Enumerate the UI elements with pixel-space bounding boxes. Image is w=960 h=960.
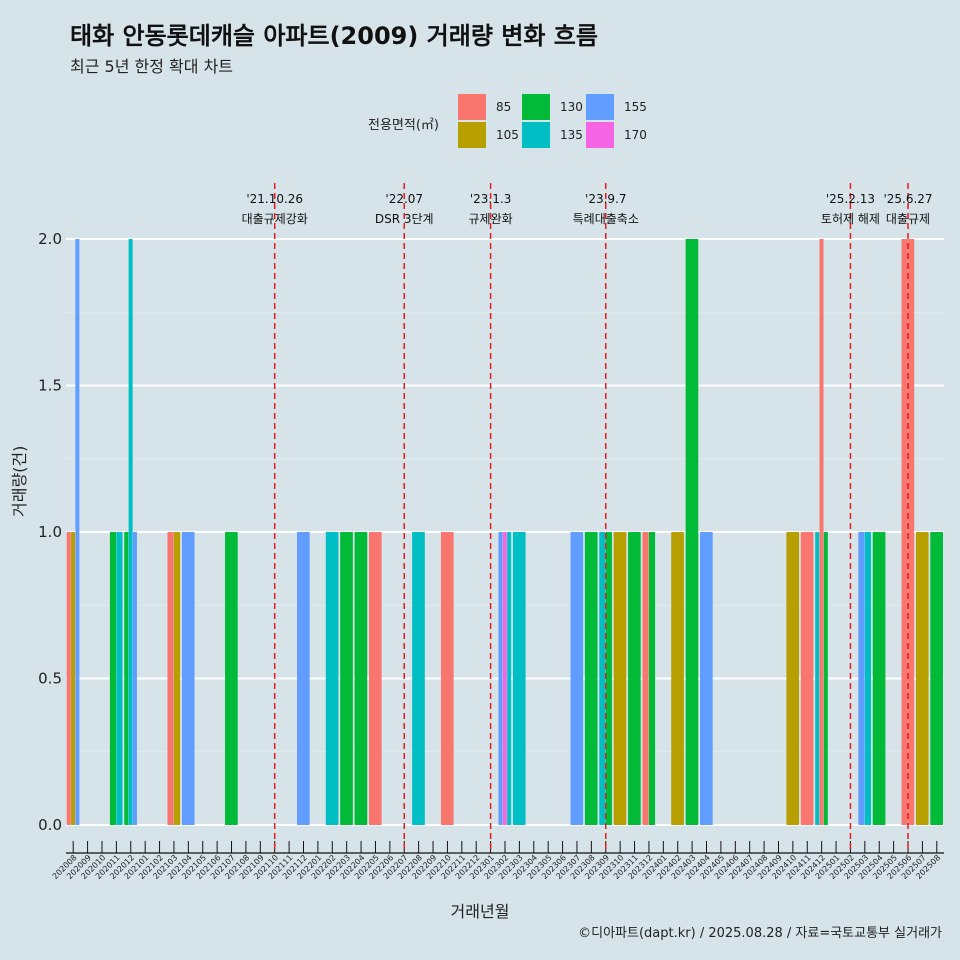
x-axis-label: 거래년월 [450, 902, 510, 921]
bar-202504-130 [872, 532, 886, 825]
bar-202008-85 [66, 532, 71, 825]
y-tick-label: 1.0 [38, 523, 62, 541]
bar-202011-130 [109, 532, 117, 825]
bar-202012-135 [128, 239, 133, 825]
legend-title: 전용면적(㎡) [368, 118, 439, 133]
bar-202412-135 [815, 532, 820, 825]
legend-label: 130 [560, 100, 583, 114]
bar-202205-85 [368, 532, 382, 825]
legend-label: 170 [624, 128, 647, 142]
legend-swatch [586, 122, 614, 148]
legend-swatch [586, 94, 614, 120]
legend-item-170: 170 [586, 122, 647, 148]
event-date-label: '21.10.26 [246, 192, 303, 206]
legend-swatch [458, 122, 486, 148]
bar-202012-130 [124, 532, 129, 825]
bar-202309-135 [599, 532, 606, 825]
bar-202402-105 [671, 532, 684, 825]
legend-swatch [522, 122, 550, 148]
y-tick-label: 0.5 [38, 670, 62, 688]
bar-202107-130 [225, 532, 238, 825]
bar-202310-105 [613, 532, 627, 825]
event-name-label: 대출규제강화 [242, 212, 308, 226]
bar-202210-85 [440, 532, 454, 825]
bar-202507-105 [915, 532, 929, 825]
legend-swatch [522, 94, 550, 120]
bar-202302-170 [502, 532, 507, 825]
bar-202303-135 [512, 532, 526, 825]
bar-202011-135 [116, 532, 123, 825]
legend-item-105: 105 [458, 122, 519, 148]
y-tick-label: 2.0 [38, 230, 62, 248]
y-tick-label: 1.5 [38, 377, 62, 395]
bar-202312-85 [642, 532, 649, 825]
legend-swatch [458, 94, 486, 120]
event-date-label: '23.9.7 [585, 192, 626, 206]
legend-item-85: 85 [458, 94, 511, 120]
bar-202506-85 [908, 239, 915, 825]
bar-202103-85 [167, 532, 174, 825]
legend-item-130: 130 [522, 94, 583, 120]
bar-202412-130 [823, 532, 828, 825]
event-name-label: 규제완화 [469, 212, 513, 226]
event-date-label: '25.2.13 [826, 192, 875, 206]
bar-202012-155 [132, 532, 137, 825]
legend-label: 135 [560, 128, 583, 142]
bar-202204-130 [354, 532, 368, 825]
legend-label: 105 [496, 128, 519, 142]
bar-202112-155 [297, 532, 310, 825]
event-date-label: '23.1.3 [470, 192, 511, 206]
legend-item-135: 135 [522, 122, 583, 148]
bar-202103-105 [173, 532, 181, 825]
bar-202302-155 [498, 532, 503, 825]
legend-item-155: 155 [586, 94, 647, 120]
bar-202104-155 [181, 532, 195, 825]
bar-202410-105 [786, 532, 800, 825]
event-name-label: 대출규제 [886, 212, 930, 226]
chart-title: 태화 안동롯데캐슬 아파트(2009) 거래량 변화 흐름 [70, 22, 598, 50]
bar-202508-130 [930, 532, 943, 825]
legend-label: 155 [624, 100, 647, 114]
event-date-label: '22.07 [385, 192, 423, 206]
bar-202202-135 [325, 532, 339, 825]
bar-202302-135 [507, 532, 512, 825]
bar-202503-135 [864, 532, 872, 825]
bar-202008-105 [71, 532, 76, 825]
bar-202203-130 [340, 532, 353, 825]
bar-202008-155 [75, 239, 80, 825]
bar-202404-155 [700, 532, 713, 825]
event-date-label: '25.6.27 [883, 192, 932, 206]
bar-202309-130 [605, 532, 612, 825]
y-tick-label: 0.0 [38, 816, 62, 834]
y-axis-label: 거래량(건) [10, 445, 29, 517]
bar-202312-130 [648, 532, 656, 825]
bar-202307-155 [570, 532, 584, 825]
bar-202412-85 [819, 239, 824, 825]
bar-202208-135 [412, 532, 425, 825]
source-caption: ©디아파트(dapt.kr) / 2025.08.28 / 자료=국토교통부 실… [578, 926, 942, 941]
legend-label: 85 [496, 100, 512, 114]
event-name-label: DSR 3단계 [375, 212, 434, 226]
bar-202308-130 [584, 532, 598, 825]
bar-202311-130 [628, 532, 641, 825]
bar-202411-85 [800, 532, 814, 825]
bar-202503-155 [858, 532, 865, 825]
bar-202506-85 [901, 239, 908, 825]
event-name-label: 특례대출축소 [573, 212, 639, 226]
chart-subtitle: 최근 5년 한정 확대 차트 [70, 57, 234, 76]
bar-202403-130 [685, 239, 699, 825]
event-name-label: 토허제 해제 [821, 212, 880, 226]
